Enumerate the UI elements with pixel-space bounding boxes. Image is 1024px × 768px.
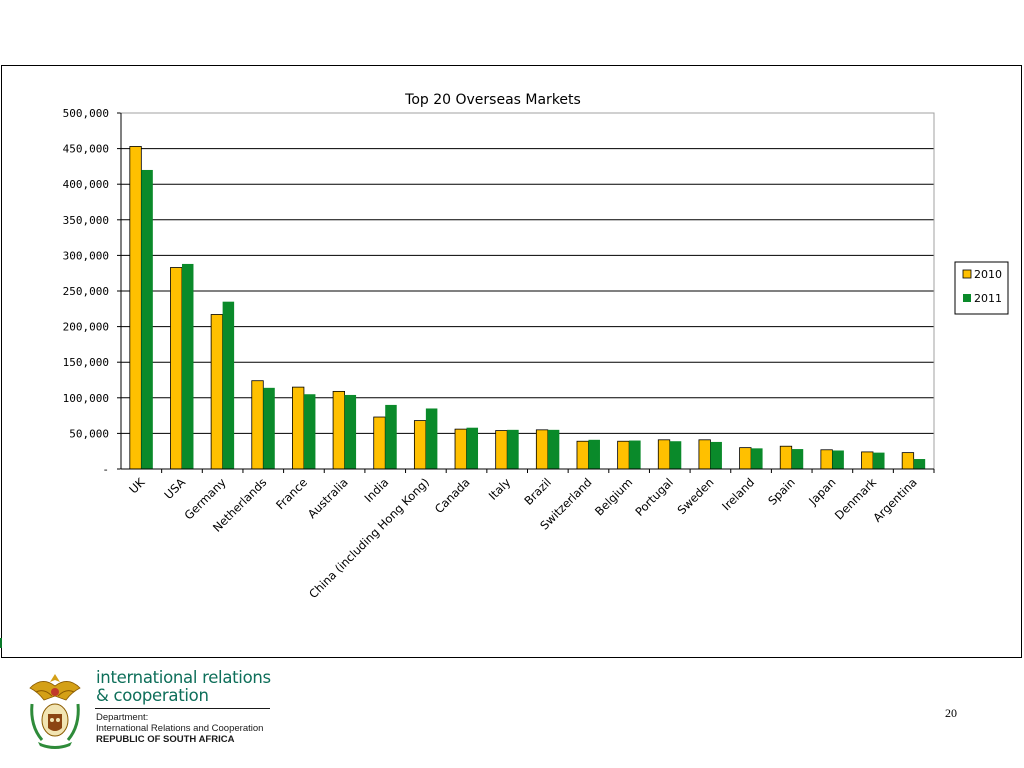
bar-2010-0 bbox=[129, 146, 142, 470]
gridlines bbox=[121, 112, 934, 434]
x-tick-label: Belgium bbox=[592, 475, 635, 518]
bar-2011-12 bbox=[629, 440, 641, 469]
bar-2011-2 bbox=[222, 301, 235, 469]
bar-2010-13 bbox=[657, 439, 671, 470]
bar-2011-1 bbox=[181, 263, 194, 469]
bar-chart: Top 20 Overseas Markets - 50,000 100,000 15… bbox=[63, 92, 1009, 601]
legend-label-2011: 2011 bbox=[974, 292, 1002, 305]
x-tick-label: Brazil bbox=[521, 475, 554, 508]
bar-2010-7 bbox=[413, 420, 427, 470]
y-tick-label: 50,000 bbox=[69, 427, 109, 440]
y-tick-label: 350,000 bbox=[63, 214, 109, 227]
department-label: Department: bbox=[96, 712, 149, 723]
bar-2010-3 bbox=[251, 380, 264, 470]
bars bbox=[129, 146, 926, 470]
y-tick-label: 400,000 bbox=[63, 178, 109, 191]
x-tick-label: Australia bbox=[305, 475, 351, 521]
bar-2010-12 bbox=[617, 440, 630, 470]
bar-2010-10 bbox=[535, 429, 549, 470]
bar-2010-16 bbox=[779, 445, 793, 470]
bar-2011-10 bbox=[547, 429, 560, 469]
legend-swatch-2011 bbox=[963, 294, 971, 302]
bar-2010-11 bbox=[576, 440, 589, 470]
bar-2011-15 bbox=[751, 448, 763, 469]
x-tick-label: Spain bbox=[765, 475, 798, 508]
bar-2010-4 bbox=[292, 386, 305, 470]
department-name: International Relations and Cooperation bbox=[96, 723, 264, 734]
bar-2011-0 bbox=[141, 169, 153, 469]
brand-line-1: international relations bbox=[96, 668, 271, 687]
x-tick-label: Japan bbox=[805, 475, 838, 508]
x-tick-label: Italy bbox=[486, 475, 514, 503]
bar-2011-4 bbox=[303, 394, 316, 469]
bar-2010-6 bbox=[373, 416, 386, 470]
bar-2010-5 bbox=[332, 390, 345, 470]
bar-2010-8 bbox=[454, 428, 467, 470]
y-tick-label: 450,000 bbox=[63, 143, 109, 156]
x-tick-label: Canada bbox=[432, 475, 473, 516]
legend-label-2010: 2010 bbox=[974, 268, 1002, 281]
department-country: REPUBLIC OF SOUTH AFRICA bbox=[96, 734, 235, 745]
y-tick-label: 100,000 bbox=[63, 392, 109, 405]
x-tick-label: Argentina bbox=[870, 475, 920, 525]
x-tick-label: Portugal bbox=[632, 475, 676, 519]
y-tick-label: 150,000 bbox=[63, 356, 109, 369]
x-tick-label: India bbox=[361, 475, 391, 505]
x-tick-label: France bbox=[273, 475, 310, 512]
bar-2011-17 bbox=[832, 450, 844, 469]
bar-2010-19 bbox=[901, 452, 915, 470]
bar-2010-15 bbox=[739, 447, 752, 470]
bar-2011-14 bbox=[710, 441, 722, 469]
bar-2010-2 bbox=[210, 314, 224, 470]
slide-marker bbox=[0, 638, 2, 648]
footer-divider bbox=[95, 708, 270, 709]
bar-2011-18 bbox=[873, 452, 885, 469]
bar-2011-16 bbox=[791, 449, 804, 469]
legend-swatch-2010 bbox=[962, 269, 972, 279]
bar-2011-8 bbox=[466, 427, 479, 469]
chart-title: Top 20 Overseas Markets bbox=[404, 92, 581, 108]
y-tick-label: 250,000 bbox=[63, 285, 109, 298]
brand-line-2: & cooperation bbox=[96, 686, 209, 705]
page-number: 20 bbox=[945, 706, 957, 720]
bar-2011-9 bbox=[507, 429, 519, 469]
bar-2011-11 bbox=[588, 439, 600, 469]
legend: 2010 2011 bbox=[954, 261, 1009, 315]
bar-2011-19 bbox=[913, 459, 926, 469]
bar-2011-7 bbox=[425, 408, 438, 469]
chart-frame: Top 20 Overseas Markets - 50,000 100,000 15… bbox=[1, 65, 1022, 658]
x-tick-label: UK bbox=[126, 475, 148, 497]
x-tick-label: Ireland bbox=[719, 475, 757, 513]
y-tick-label: - bbox=[102, 463, 109, 476]
bar-2010-18 bbox=[861, 451, 874, 470]
y-tick-label: 300,000 bbox=[63, 249, 109, 262]
bar-2011-6 bbox=[385, 404, 397, 469]
x-tick-label: USA bbox=[161, 475, 188, 502]
y-tick-label: 200,000 bbox=[63, 321, 109, 334]
coat-of-arms-logo bbox=[29, 674, 81, 749]
bar-2011-13 bbox=[669, 441, 682, 469]
bar-2010-14 bbox=[698, 439, 711, 470]
bar-2011-5 bbox=[344, 394, 357, 469]
bar-2010-9 bbox=[495, 430, 508, 470]
x-tick-label: Sweden bbox=[675, 475, 717, 517]
y-axis-ticks: - 50,000 100,000 150,000 200,000 250,000 300,0… bbox=[63, 107, 121, 476]
bar-2011-3 bbox=[263, 387, 275, 469]
y-tick-label: 500,000 bbox=[63, 107, 109, 120]
bar-2010-17 bbox=[820, 449, 833, 470]
bar-2010-1 bbox=[170, 267, 183, 470]
